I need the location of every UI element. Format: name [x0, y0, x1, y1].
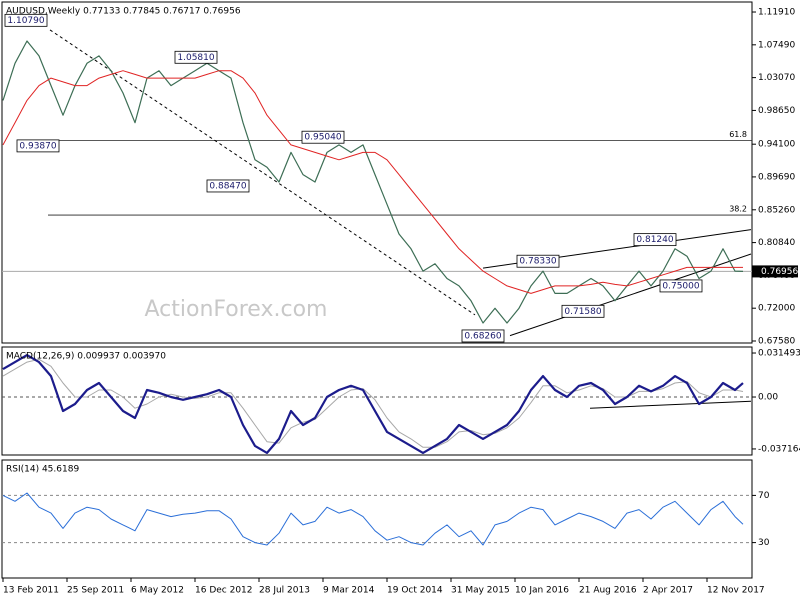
x-tick-label: 9 Mar 2014: [323, 586, 375, 596]
y-tick-label: 1.03070: [758, 73, 795, 83]
watermark: ActionForex.com: [145, 297, 328, 322]
y-tick-label: 0.98650: [758, 106, 795, 116]
price-label-box: [516, 254, 560, 268]
price-label-box: [561, 304, 605, 318]
y-tick-label: 0.72000: [758, 304, 795, 314]
price-label-box: [206, 179, 250, 193]
series-line: [2, 492, 744, 546]
panel-frame: [1, 1, 753, 344]
price-label-box: [659, 279, 703, 293]
x-tick-label: 31 May 2015: [451, 586, 510, 596]
y-tick-label: 0.89690: [758, 172, 795, 182]
x-tick-label: 12 Nov 2017: [707, 586, 765, 596]
x-tick-label: 10 Jan 2016: [515, 586, 569, 596]
panel-frame: [1, 459, 753, 579]
x-tick-label: 6 May 2012: [131, 586, 184, 596]
panel-title: MACD(12,26,9) 0.009937 0.003970: [6, 352, 166, 362]
price-label-box: [16, 139, 60, 153]
price-label-box: [174, 50, 218, 64]
last-price-tag: [752, 265, 798, 278]
price-label: 1.10790: [7, 16, 44, 26]
price-label: 0.88470: [209, 181, 246, 191]
y-tick-label: 0.80840: [758, 238, 795, 248]
panel-title: RSI(14) 45.6189: [6, 465, 79, 475]
fib-label: 38.2: [729, 205, 747, 214]
price-label-box: [301, 130, 345, 144]
x-tick-label: 28 Jul 2013: [259, 586, 310, 596]
price-label-box: [633, 233, 677, 247]
price-label: 0.81240: [636, 235, 673, 245]
price-label: 0.68260: [464, 331, 501, 341]
price-label: 0.75000: [662, 281, 699, 291]
x-tick-label: 2 Apr 2017: [643, 586, 693, 596]
last-price-label: 0.76956: [761, 267, 798, 277]
x-tick-label: 19 Oct 2014: [387, 586, 443, 596]
y-tick-label: 1.11910: [758, 8, 795, 18]
x-tick-label: 13 Feb 2011: [3, 586, 59, 596]
x-tick-label: 25 Sep 2011: [67, 586, 124, 596]
x-tick-label: 21 Aug 2016: [579, 586, 637, 596]
price-label: 0.95040: [304, 133, 341, 143]
y-tick-label: 30: [758, 538, 770, 548]
series-line: [2, 40, 744, 324]
y-tick-label: 0.85260: [758, 205, 795, 215]
panel-frame: [1, 346, 753, 456]
series-line: [2, 70, 743, 294]
price-label: 1.05810: [177, 53, 214, 63]
trendline: [49, 29, 476, 316]
y-tick-label: 70: [758, 491, 770, 501]
y-tick-label: 0.67580: [758, 336, 795, 346]
trendline: [589, 400, 752, 409]
series-line: [2, 358, 744, 448]
y-tick-label: 0.94100: [758, 140, 795, 150]
y-tick-label: 1.07490: [758, 40, 795, 50]
y-tick-label: -0.037164: [758, 444, 800, 454]
price-label: 0.71580: [564, 307, 601, 317]
y-tick-label: 0.00: [758, 393, 778, 403]
series-line: [2, 354, 744, 454]
x-tick-label: 16 Dec 2012: [195, 586, 253, 596]
y-tick-label: 0.031493: [758, 349, 800, 359]
price-label: 0.78330: [519, 257, 556, 267]
price-label-box: [4, 13, 48, 27]
price-label: 0.93870: [19, 141, 56, 151]
fib-label: 61.8: [729, 130, 747, 139]
panel-title: AUDUSD,Weekly 0.77133 0.77845 0.76717 0.…: [6, 7, 241, 17]
price-label-box: [461, 329, 505, 343]
